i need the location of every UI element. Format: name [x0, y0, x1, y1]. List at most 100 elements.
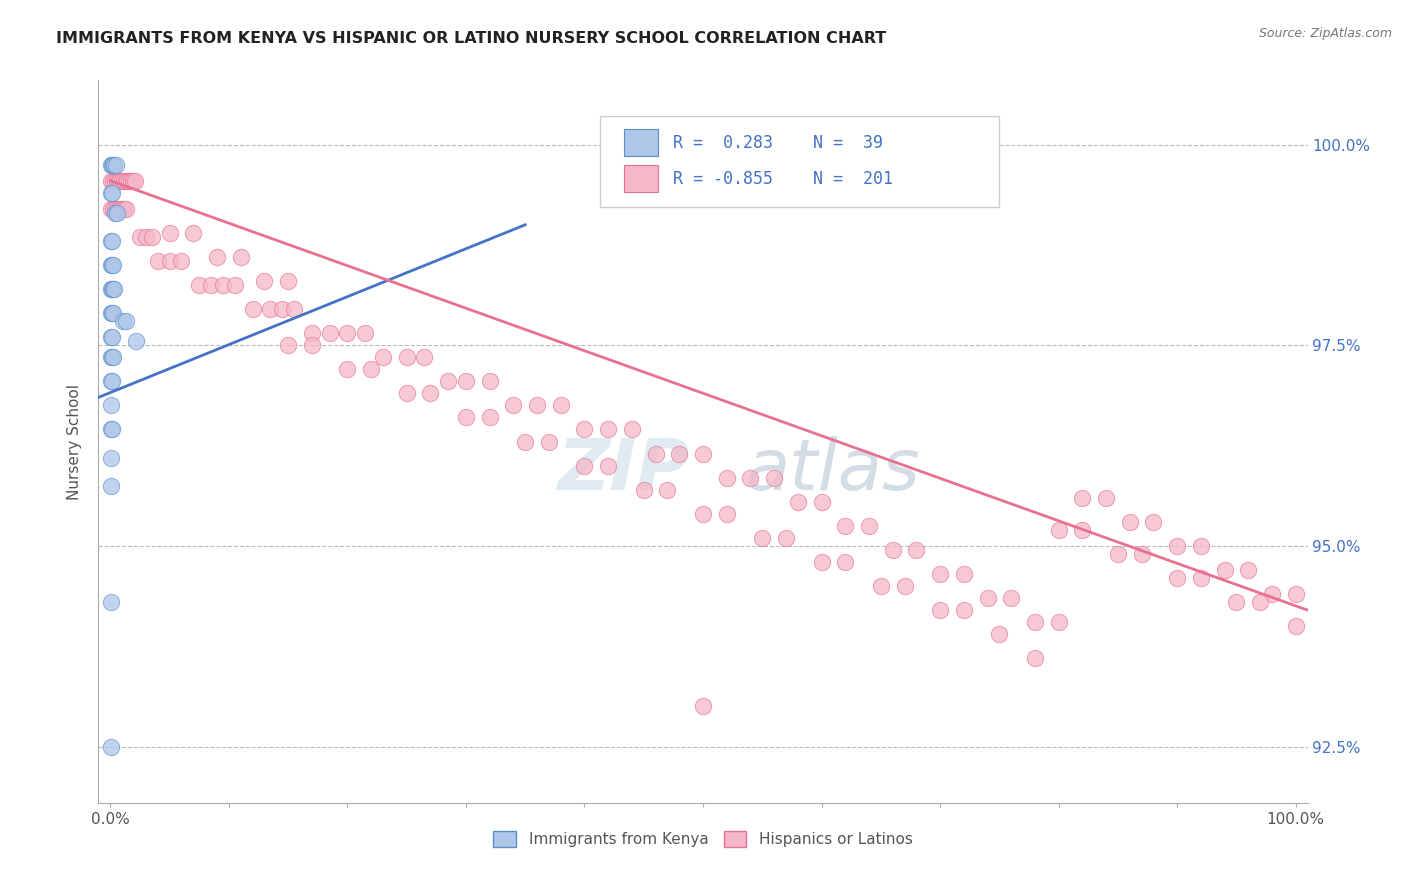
Point: [1071, 491, 1094, 505]
Point: [100, 234, 122, 248]
Text: ZIP: ZIP: [558, 436, 690, 505]
Point: [141, 230, 163, 244]
Point: [100, 234, 122, 248]
Point: [1261, 587, 1284, 601]
Point: [905, 543, 928, 558]
Point: [104, 202, 127, 216]
Point: [537, 434, 560, 449]
Point: [1024, 615, 1046, 630]
Point: [1130, 547, 1153, 561]
Point: [259, 302, 281, 317]
Point: [775, 531, 797, 545]
Point: [100, 174, 122, 188]
Point: [478, 375, 501, 389]
Point: [1285, 587, 1308, 601]
Point: [598, 423, 620, 437]
Point: [224, 278, 246, 293]
Legend: Immigrants from Kenya, Hispanics or Latinos: Immigrants from Kenya, Hispanics or Lati…: [488, 825, 918, 853]
Point: [413, 351, 436, 365]
Point: [105, 174, 128, 188]
Point: [988, 627, 1011, 641]
Point: [205, 250, 228, 264]
Point: [336, 362, 359, 376]
Point: [1024, 651, 1046, 665]
Point: [395, 386, 418, 401]
Point: [100, 479, 122, 493]
Point: [644, 447, 666, 461]
Point: [112, 202, 135, 216]
Point: [526, 399, 548, 413]
Point: [929, 567, 952, 582]
Point: [114, 202, 136, 216]
Point: [135, 230, 157, 244]
Point: [100, 306, 122, 320]
Point: [100, 330, 122, 344]
Point: [107, 202, 129, 216]
Point: [170, 254, 193, 268]
Point: [454, 375, 477, 389]
Point: [277, 274, 299, 288]
Point: [101, 351, 124, 365]
Point: [550, 399, 572, 413]
Point: [1142, 515, 1164, 529]
Point: [395, 351, 418, 365]
Point: [1047, 523, 1070, 537]
Point: [1189, 571, 1212, 585]
Point: [692, 447, 714, 461]
Point: [103, 158, 125, 172]
Point: [952, 603, 974, 617]
Point: [100, 423, 122, 437]
Point: [100, 306, 122, 320]
Point: [242, 302, 264, 317]
Point: [104, 206, 127, 220]
Point: [107, 174, 129, 188]
Point: [692, 699, 714, 714]
Point: [882, 543, 904, 558]
Point: [103, 282, 125, 296]
Point: [111, 202, 134, 216]
Point: [1095, 491, 1118, 505]
Point: [104, 158, 127, 172]
Point: [114, 174, 136, 188]
Point: [124, 174, 146, 188]
Point: [100, 186, 122, 200]
Bar: [624, 165, 658, 193]
Point: [574, 458, 596, 473]
Point: [976, 591, 998, 606]
Point: [100, 351, 122, 365]
Point: [502, 399, 524, 413]
Point: [437, 375, 460, 389]
Point: [515, 434, 537, 449]
Point: [121, 174, 143, 188]
Point: [100, 282, 122, 296]
Point: [100, 595, 122, 609]
Point: [188, 278, 211, 293]
Point: [336, 326, 359, 341]
Point: [810, 555, 832, 569]
Point: [716, 507, 738, 521]
Point: [129, 230, 152, 244]
Point: [112, 314, 135, 328]
Point: [952, 567, 974, 582]
Point: [929, 603, 952, 617]
Point: [834, 555, 856, 569]
Point: [100, 258, 122, 272]
Point: [1237, 563, 1260, 577]
Text: atlas: atlas: [745, 436, 920, 505]
Point: [103, 174, 125, 188]
Point: [419, 386, 441, 401]
Point: [318, 326, 340, 341]
Point: [253, 274, 276, 288]
Point: [478, 410, 501, 425]
Point: [574, 423, 596, 437]
Point: [360, 362, 382, 376]
Point: [100, 450, 122, 465]
Point: [869, 579, 891, 593]
Point: [103, 158, 125, 172]
Point: [893, 579, 915, 593]
Point: [620, 423, 643, 437]
Text: R =  0.283    N =  39: R = 0.283 N = 39: [672, 134, 883, 153]
Point: [271, 302, 294, 317]
Point: [118, 174, 141, 188]
Point: [598, 458, 620, 473]
